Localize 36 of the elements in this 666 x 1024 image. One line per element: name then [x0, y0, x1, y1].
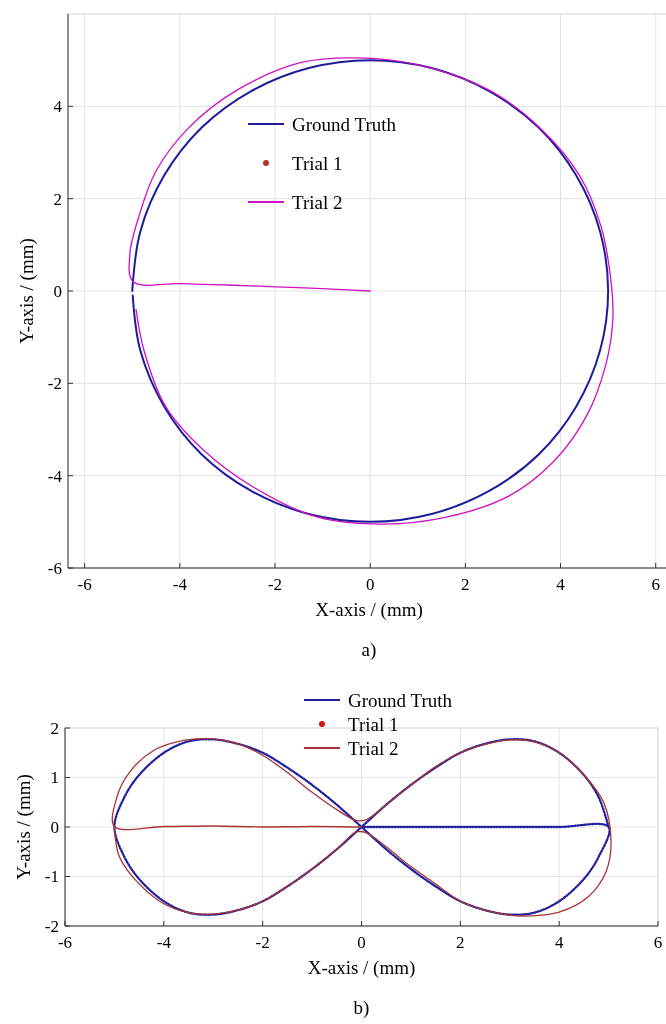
- text: a): [361, 639, 377, 661]
- x-tick-label: 4: [554, 933, 564, 952]
- y-tick-label: 1: [50, 768, 59, 788]
- y-tick-label: -6: [47, 558, 62, 578]
- x-tick-label: 6: [651, 575, 660, 594]
- legend-label: Trial 1: [348, 713, 399, 735]
- text: b): [353, 997, 370, 1019]
- y-tick-label: 0: [50, 817, 59, 837]
- x-axis-title: X-axis / (mm): [307, 957, 416, 979]
- y-tick-label: 2: [50, 718, 59, 738]
- x-tick-label: -2: [255, 933, 270, 952]
- legend-label: Trial 2: [348, 737, 399, 759]
- y-tick-label: -2: [47, 374, 62, 394]
- x-tick-label: 0: [357, 933, 366, 952]
- x-tick-label: 2: [461, 575, 470, 594]
- x-tick-label: 0: [365, 575, 375, 594]
- x-tick-label: -6: [77, 575, 92, 594]
- legend-label: Trial 2: [292, 191, 343, 213]
- x-tick-label: 2: [456, 933, 465, 952]
- legend-label: Ground Truth: [348, 689, 453, 711]
- x-tick-label: -2: [267, 575, 283, 594]
- y-tick-label: 0: [53, 281, 62, 301]
- x-tick-label: 4: [556, 575, 566, 594]
- x-axis-title: X-axis / (mm): [315, 599, 423, 621]
- y-tick-label: -2: [44, 916, 59, 936]
- x-tick-label: -4: [156, 933, 172, 952]
- y-tick-label: 2: [53, 189, 62, 209]
- y-axis-title: Y-axis / (mm): [16, 238, 38, 344]
- y-tick-label: 4: [53, 97, 63, 117]
- y-tick-label: -4: [47, 466, 63, 486]
- x-tick-label: -4: [172, 575, 188, 594]
- y-axis-title: Y-axis / (mm): [13, 774, 35, 880]
- legend-label: Ground Truth: [292, 113, 397, 135]
- legend-label: Trial 1: [292, 152, 343, 174]
- y-tick-label: -1: [44, 867, 59, 887]
- x-tick-label: 6: [653, 933, 663, 952]
